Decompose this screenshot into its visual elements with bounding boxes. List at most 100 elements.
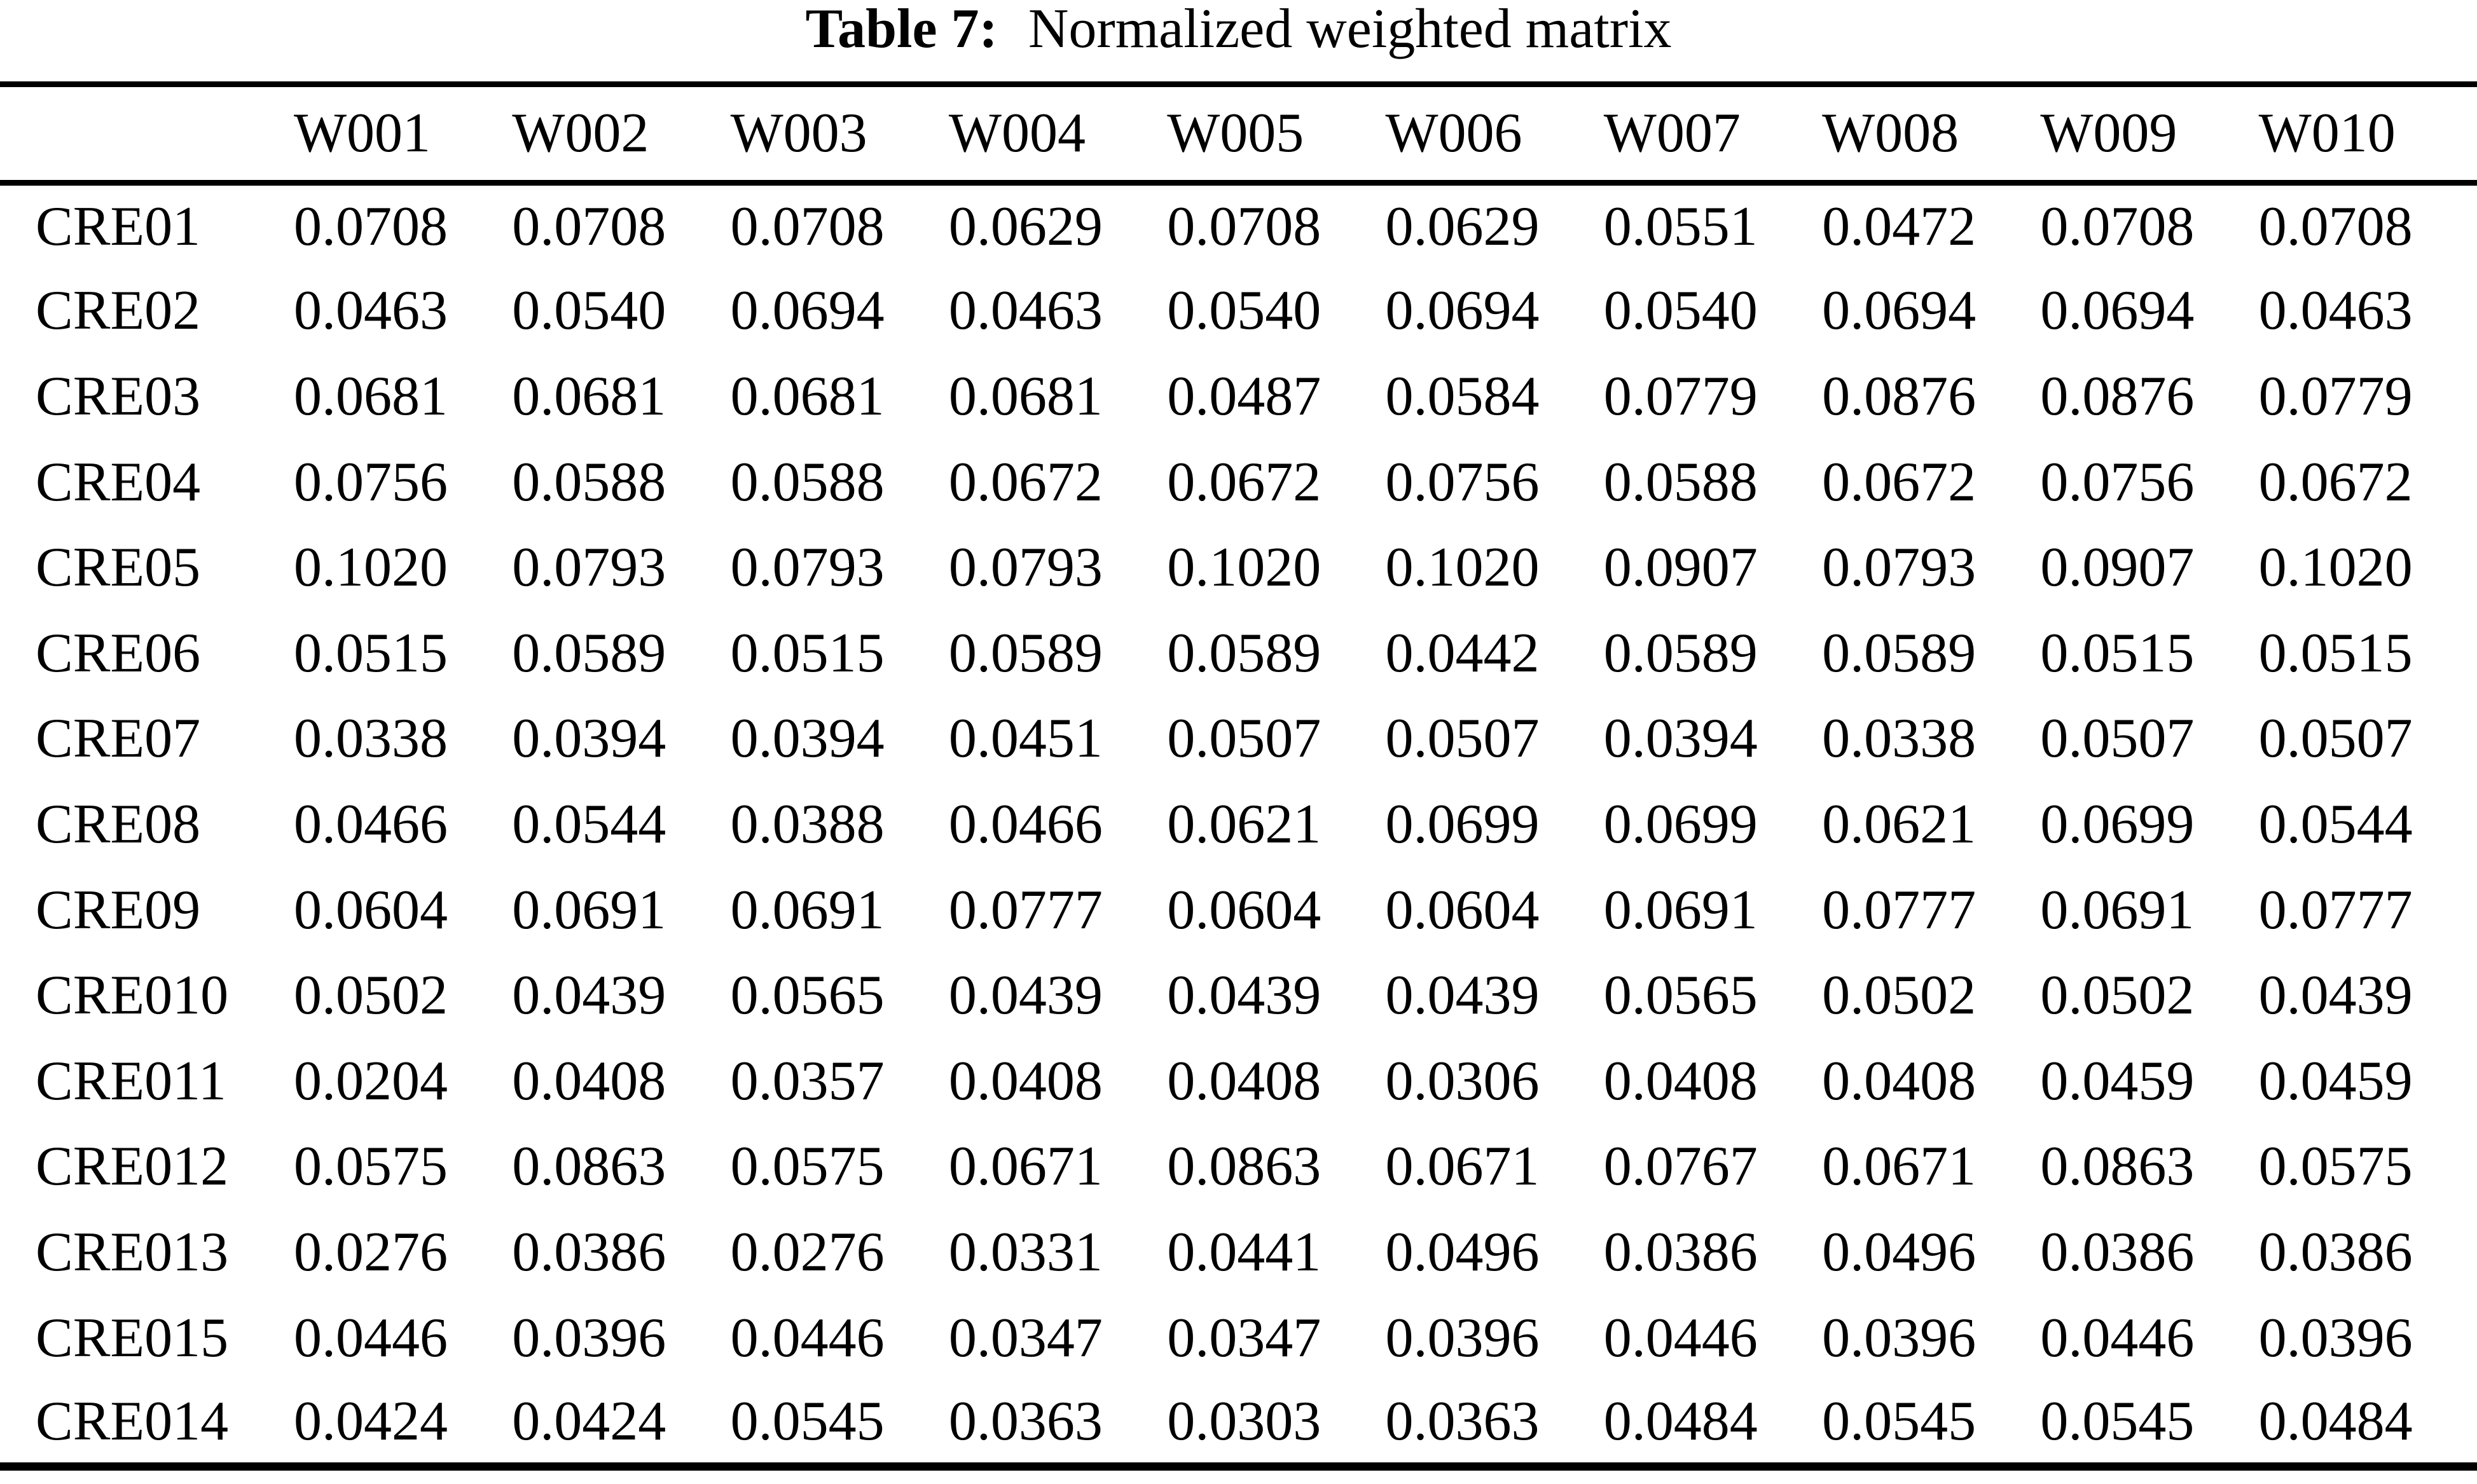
table-cell: 0.0793 xyxy=(948,537,1103,599)
table-cell: 0.0507 xyxy=(2258,708,2413,770)
table-cell: 0.0756 xyxy=(294,451,448,513)
table-cell: 0.0793 xyxy=(730,537,885,599)
table-row: CRE03 0.0681 0.0681 0.0681 0.0681 0.0487 0.058… xyxy=(0,354,2477,440)
table-cell: 0.0621 xyxy=(1167,793,1321,855)
table-cell: 0.0777 xyxy=(2258,879,2413,941)
column-header: W006 xyxy=(1385,84,1604,186)
table-cell: 0.0424 xyxy=(512,1390,666,1452)
table-cell: 0.0463 xyxy=(2258,280,2413,342)
table-cell: 0.0446 xyxy=(294,1307,448,1369)
table-cell: 0.0708 xyxy=(512,196,666,258)
table-cell: 0.0575 xyxy=(730,1136,885,1198)
table-cell: 0.0459 xyxy=(2040,1050,2195,1112)
table-row: CRE014 0.0424 0.0424 0.0545 0.0363 0.0303 0.03… xyxy=(0,1381,2477,1467)
table-cell: 0.0338 xyxy=(294,708,448,770)
row-label: CRE013 xyxy=(36,1221,229,1283)
table-cell: 0.0394 xyxy=(512,708,666,770)
table-row: CRE04 0.0756 0.0588 0.0588 0.0672 0.0672 0.075… xyxy=(0,439,2477,525)
table-cell: 0.0487 xyxy=(1167,365,1321,427)
table-cell: 0.0394 xyxy=(730,708,885,770)
table-cell: 0.0394 xyxy=(1603,708,1758,770)
table-cell: 0.0565 xyxy=(1603,965,1758,1027)
table-cell: 0.0439 xyxy=(1167,965,1321,1027)
table-cell: 0.0545 xyxy=(2040,1390,2195,1452)
table-cell: 0.0589 xyxy=(1167,622,1321,684)
table-caption-text: Normalized weighted matrix xyxy=(1028,0,1672,60)
table-cell: 0.0507 xyxy=(2040,708,2195,770)
row-label: CRE011 xyxy=(36,1050,226,1112)
table-cell: 0.0544 xyxy=(2258,793,2413,855)
table-cell: 0.0604 xyxy=(1167,879,1321,941)
table-cell: 0.0496 xyxy=(1385,1221,1540,1283)
table-cell: 0.0507 xyxy=(1167,708,1321,770)
column-header: W010 xyxy=(2258,84,2477,186)
table-cell: 0.0756 xyxy=(2040,451,2195,513)
table-cell: 0.0545 xyxy=(1822,1390,1977,1452)
table-cell: 0.0621 xyxy=(1822,793,1977,855)
table-row: CRE05 0.1020 0.0793 0.0793 0.0793 0.1020 0.102… xyxy=(0,525,2477,611)
table-cell: 0.0863 xyxy=(2040,1136,2195,1198)
column-header: W005 xyxy=(1167,84,1386,186)
table-cell: 0.0466 xyxy=(294,793,448,855)
table-cell: 0.0629 xyxy=(1385,196,1540,258)
table-row: CRE09 0.0604 0.0691 0.0691 0.0777 0.0604 0.060… xyxy=(0,867,2477,953)
table-cell: 0.0777 xyxy=(948,879,1103,941)
table-cell: 0.0767 xyxy=(1603,1136,1758,1198)
table-cell: 0.0347 xyxy=(1167,1307,1321,1369)
table-cell: 0.0691 xyxy=(730,879,885,941)
table-cell: 0.0876 xyxy=(1822,365,1977,427)
table-cell: 0.0446 xyxy=(730,1307,885,1369)
table-cell: 0.0777 xyxy=(1822,879,1977,941)
table-cell: 0.0388 xyxy=(730,793,885,855)
table-cell: 0.0708 xyxy=(1167,196,1321,258)
row-label: CRE06 xyxy=(36,622,201,684)
table-cell: 0.0589 xyxy=(1822,622,1977,684)
table-caption-label: Table 7: xyxy=(805,0,998,60)
column-header: W001 xyxy=(294,84,513,186)
table-cell: 0.0357 xyxy=(730,1050,885,1112)
table-cell: 0.0396 xyxy=(2258,1307,2413,1369)
table-cell: 0.0408 xyxy=(948,1050,1103,1112)
table-cell: 0.0463 xyxy=(294,280,448,342)
row-label: CRE01 xyxy=(36,196,201,258)
table-row: CRE013 0.0276 0.0386 0.0276 0.0331 0.0441 0.04… xyxy=(0,1210,2477,1296)
column-header: W007 xyxy=(1603,84,1823,186)
table-cell: 0.0699 xyxy=(2040,793,2195,855)
table-cell: 0.0347 xyxy=(948,1307,1103,1369)
table-cell: 0.0907 xyxy=(1603,537,1758,599)
table-cell: 0.0584 xyxy=(1385,365,1540,427)
row-label: CRE05 xyxy=(36,537,201,599)
row-label: CRE04 xyxy=(36,451,201,513)
table-cell: 0.0604 xyxy=(294,879,448,941)
table-cell: 0.0694 xyxy=(2040,280,2195,342)
row-label: CRE07 xyxy=(36,708,201,770)
table-cell: 0.0671 xyxy=(948,1136,1103,1198)
table-cell: 0.0681 xyxy=(294,365,448,427)
table-cell: 0.0515 xyxy=(730,622,885,684)
table-cell: 0.0708 xyxy=(2258,196,2413,258)
table-cell: 0.0204 xyxy=(294,1050,448,1112)
row-label: CRE02 xyxy=(36,280,201,342)
table-cell: 0.0396 xyxy=(1822,1307,1977,1369)
table-cell: 0.0681 xyxy=(948,365,1103,427)
table-cell: 0.0484 xyxy=(1603,1390,1758,1452)
table-cell: 0.0565 xyxy=(730,965,885,1027)
table-cell: 0.0439 xyxy=(2258,965,2413,1027)
table-cell: 0.0439 xyxy=(948,965,1103,1027)
table-cell: 0.0466 xyxy=(948,793,1103,855)
table-cell: 0.0691 xyxy=(512,879,666,941)
table-row: CRE015 0.0446 0.0396 0.0446 0.0347 0.0347 0.03… xyxy=(0,1295,2477,1381)
row-label: CRE03 xyxy=(36,365,201,427)
table-cell: 0.0589 xyxy=(1603,622,1758,684)
table-cell: 0.0459 xyxy=(2258,1050,2413,1112)
table-cell: 0.0540 xyxy=(1167,280,1321,342)
table-cell: 0.0629 xyxy=(948,196,1103,258)
table-cell: 0.0442 xyxy=(1385,622,1540,684)
table-cell: 0.0515 xyxy=(2040,622,2195,684)
table-cell: 0.0408 xyxy=(1603,1050,1758,1112)
table-cell: 0.0756 xyxy=(1385,451,1540,513)
table-cell: 0.0681 xyxy=(512,365,666,427)
column-header: W003 xyxy=(730,84,949,186)
table-row: CRE07 0.0338 0.0394 0.0394 0.0451 0.0507 0.050… xyxy=(0,696,2477,782)
